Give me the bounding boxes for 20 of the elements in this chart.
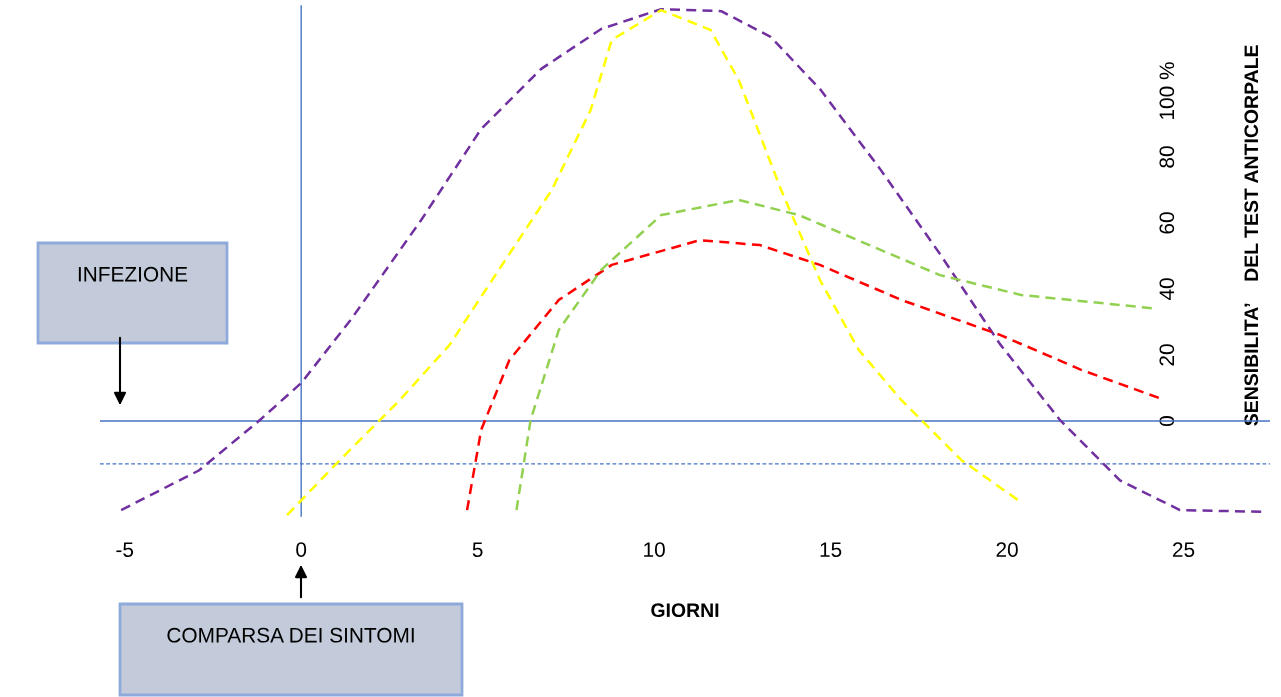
y-tick-label: 60 [1159, 212, 1175, 234]
x-tick-label: 10 [644, 542, 665, 557]
y-axis-title: SENSIBILITA’ DEL TEST ANTICORPALE [1244, 45, 1259, 426]
x-tick-label: 0 [296, 542, 307, 557]
x-tick-label: -5 [116, 542, 134, 557]
x-tick-label: 15 [820, 542, 842, 557]
annotation: INFEZIONE [78, 266, 188, 282]
x-tick-label: 5 [472, 542, 483, 557]
y-tick-label: 20 [1159, 344, 1175, 366]
x-tick-label: 20 [996, 542, 1018, 557]
x-axis-title: GIORNI [651, 603, 719, 618]
text: COMPARSA DEI SINTOMI [167, 627, 414, 643]
x-tick-label: 25 [1172, 542, 1195, 557]
y-tick-label: 80 [1159, 146, 1175, 168]
line-series [285, 8, 1019, 517]
line-series [515, 198, 1154, 512]
y-tick-label: 0 [1159, 416, 1175, 426]
line-series [465, 238, 1161, 512]
y-tick-label: 100 % [1159, 62, 1175, 119]
y-tick-label: 40 [1159, 278, 1175, 301]
